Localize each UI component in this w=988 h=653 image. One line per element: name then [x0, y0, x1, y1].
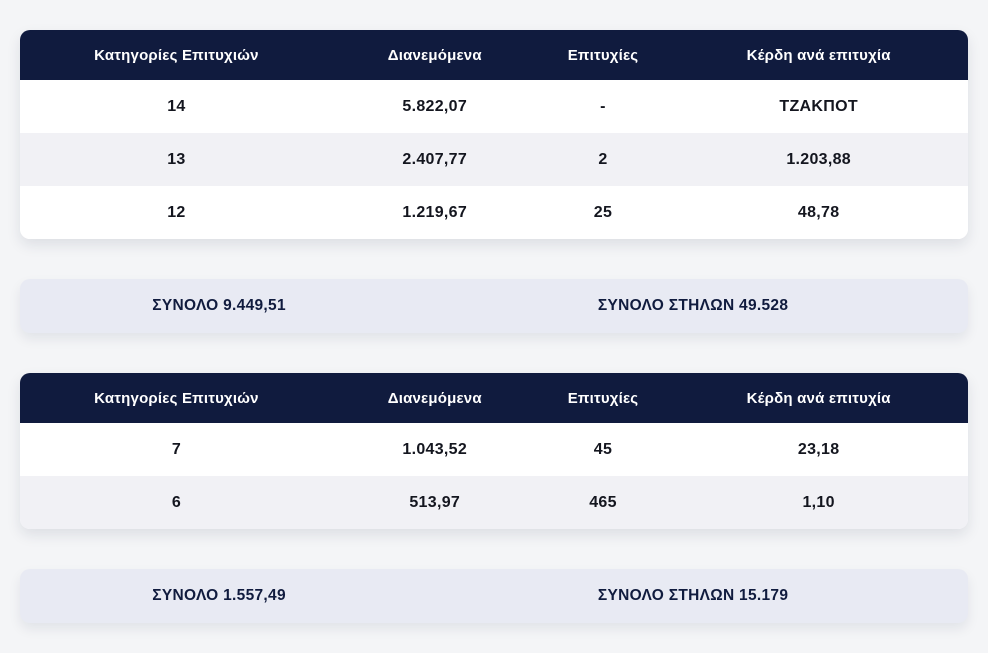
table-row: 12 1.219,67 25 48,78 [20, 186, 968, 239]
column-header-distributed: Διανεμόμενα [387, 46, 482, 64]
cell-category: 12 [167, 203, 186, 221]
table-row: 7 1.043,52 45 23,18 [20, 423, 968, 476]
cell-prize-per-win: 1,10 [802, 493, 835, 511]
cell-distributed: 1.043,52 [402, 440, 468, 458]
cell-winners: 45 [593, 440, 613, 458]
cell-distributed: 1.219,67 [402, 203, 468, 221]
summary-columns-total: ΣΥΝΟΛΟ ΣΤΗΛΩΝ 15.179 [597, 587, 789, 604]
table-row: 14 5.822,07 - ΤΖΑΚΠΟΤ [20, 80, 968, 133]
cell-distributed: 5.822,07 [402, 97, 468, 115]
column-header-prize-per-win: Κέρδη ανά επιτυχία [746, 389, 891, 407]
cell-prize-per-win: 23,18 [797, 440, 840, 458]
summary-total: ΣΥΝΟΛΟ 9.449,51 [152, 297, 286, 314]
cell-winners: 465 [589, 493, 617, 511]
summary-bar-secondary: ΣΥΝΟΛΟ 1.557,49 ΣΥΝΟΛΟ ΣΤΗΛΩΝ 15.179 [20, 569, 968, 623]
cell-prize-per-win: 48,78 [797, 203, 840, 221]
summary-total: ΣΥΝΟΛΟ 1.557,49 [152, 587, 286, 604]
cell-distributed: 2.407,77 [402, 150, 468, 168]
column-header-categories: Κατηγορίες Επιτυχιών [94, 389, 259, 407]
cell-prize-per-win: 1.203,88 [786, 150, 851, 168]
table-header-row: Κατηγορίες Επιτυχιών Διανεμόμενα Επιτυχί… [20, 30, 968, 80]
cell-prize-per-win: ΤΖΑΚΠΟΤ [779, 97, 858, 115]
summary-bar-primary: ΣΥΝΟΛΟ 9.449,51 ΣΥΝΟΛΟ ΣΤΗΛΩΝ 49.528 [20, 279, 968, 333]
prize-table-secondary: Κατηγορίες Επιτυχιών Διανεμόμενα Επιτυχί… [20, 373, 968, 529]
column-header-winners: Επιτυχίες [567, 46, 639, 64]
cell-distributed: 513,97 [409, 493, 461, 511]
cell-category: 14 [167, 97, 186, 115]
column-header-winners: Επιτυχίες [567, 389, 639, 407]
cell-winners: 2 [598, 150, 608, 168]
table-header-row: Κατηγορίες Επιτυχιών Διανεμόμενα Επιτυχί… [20, 373, 968, 423]
table-row: 13 2.407,77 2 1.203,88 [20, 133, 968, 186]
column-header-distributed: Διανεμόμενα [387, 389, 482, 407]
table-row: 6 513,97 465 1,10 [20, 476, 968, 529]
cell-category: 7 [171, 440, 182, 458]
cell-category: 6 [171, 493, 182, 511]
column-header-prize-per-win: Κέρδη ανά επιτυχία [746, 46, 891, 64]
summary-columns-total: ΣΥΝΟΛΟ ΣΤΗΛΩΝ 49.528 [597, 297, 789, 314]
cell-category: 13 [167, 150, 186, 168]
cell-winners: - [600, 97, 606, 115]
cell-winners: 25 [593, 203, 613, 221]
prize-table-primary: Κατηγορίες Επιτυχιών Διανεμόμενα Επιτυχί… [20, 30, 968, 239]
column-header-categories: Κατηγορίες Επιτυχιών [94, 46, 259, 64]
